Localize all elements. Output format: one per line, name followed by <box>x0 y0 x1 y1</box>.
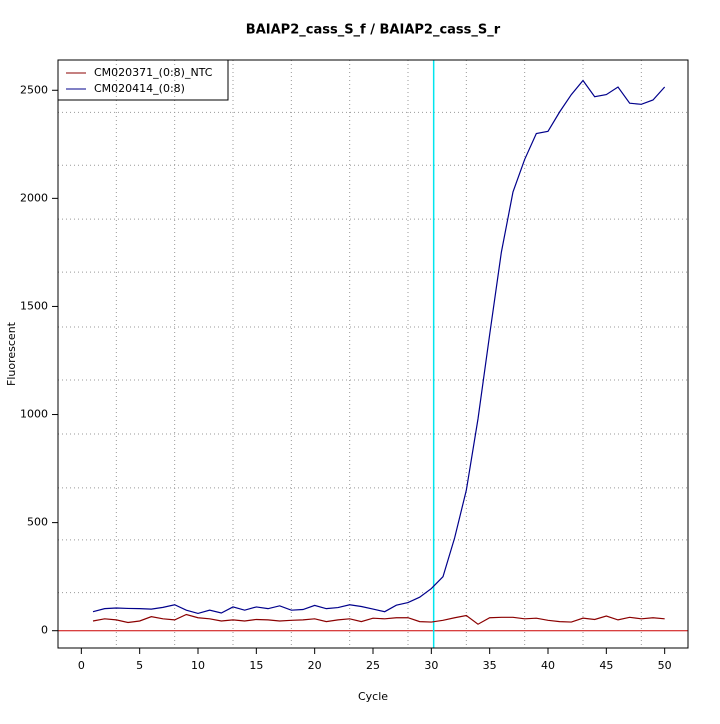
y-tick-label: 500 <box>27 516 48 529</box>
data-line <box>92 79 666 615</box>
y-tick-label: 1500 <box>20 299 48 312</box>
x-tick-label: 20 <box>308 659 322 672</box>
y-tick-label: 0 <box>41 624 48 637</box>
plot-frame <box>57 59 689 649</box>
x-tick-label: 25 <box>366 659 380 672</box>
x-tick-label: 45 <box>599 659 613 672</box>
y-axis-label: Fluorescent <box>5 321 18 386</box>
x-tick-label: 35 <box>483 659 497 672</box>
y-tick-label: 1000 <box>20 408 48 421</box>
legend-label: CM020371_(0:8)_NTC <box>94 66 213 79</box>
legend-label: CM020414_(0:8) <box>94 82 185 95</box>
x-tick-label: 5 <box>136 659 143 672</box>
y-tick-label: 2000 <box>20 191 48 204</box>
x-tick-label: 50 <box>658 659 672 672</box>
data-line <box>92 613 665 625</box>
x-tick-label: 30 <box>424 659 438 672</box>
x-tick-label: 0 <box>78 659 85 672</box>
y-tick-label: 2500 <box>20 83 48 96</box>
x-tick-label: 15 <box>249 659 263 672</box>
chart-title: BAIAP2_cass_S_f / BAIAP2_cass_S_r <box>246 23 501 38</box>
x-tick-label: 10 <box>191 659 205 672</box>
x-axis-label: Cycle <box>358 690 388 703</box>
legend-box <box>57 59 229 101</box>
x-tick-label: 40 <box>541 659 555 672</box>
